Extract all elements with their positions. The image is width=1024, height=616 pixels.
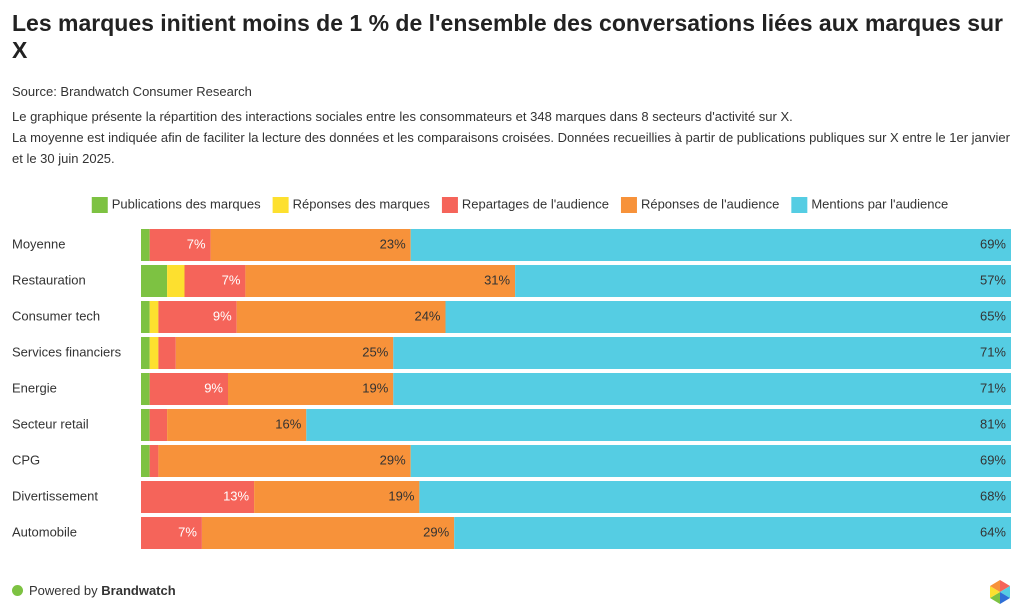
bar-segment [393,337,1011,369]
value-label: 16% [275,416,301,431]
bar-segment [158,337,176,369]
bar-segment [141,409,150,441]
bar-segment [141,481,255,513]
category-label: Moyenne [12,236,65,251]
value-label: 24% [414,308,440,323]
description-line: Le graphique présente la répartition des… [12,109,793,124]
category-label: Consumer tech [12,308,100,323]
category-label: Services financiers [12,344,122,359]
source: Source: Brandwatch Consumer Research [12,84,252,99]
value-label: 64% [980,524,1006,539]
bar-segment [141,445,150,477]
category-label: Secteur retail [12,416,89,431]
value-label: 81% [980,416,1006,431]
bar-segment [210,229,411,261]
bar-segment [149,445,159,477]
footer: Powered by Brandwatch [12,583,176,598]
bar-segment [149,301,159,333]
bar-segment [141,265,168,297]
logo [990,580,1010,604]
category-label: Energie [12,380,57,395]
bar-segment [141,229,150,261]
footer-brand: Brandwatch [101,583,176,598]
bar-segment [410,229,1011,261]
value-label: 19% [388,488,414,503]
value-label: 65% [980,308,1006,323]
bar-segment [167,265,185,297]
value-label: 29% [423,524,449,539]
value-label: 23% [380,236,406,251]
footer-prefix: Powered by [29,583,98,598]
value-label: 7% [178,524,197,539]
bar-segment [158,445,411,477]
value-label: 19% [362,380,388,395]
legend-swatch [91,197,108,213]
legend-swatch [791,197,808,213]
bar-segment [141,301,150,333]
legend-label: Mentions par l'audience [811,196,948,211]
bar-segment [236,301,446,333]
bar-segment [149,229,211,261]
value-label: 9% [213,308,232,323]
value-label: 9% [204,380,223,395]
legend-swatch [272,197,289,213]
bar-segment [454,517,1011,549]
bar-segment [515,265,1011,297]
value-label: 71% [980,380,1006,395]
legend-swatch [620,197,637,213]
bar-segment [149,409,168,441]
bar-segment [141,373,150,405]
description: Le graphique présente la répartition des… [12,106,1016,169]
legend-label: Réponses des marques [293,196,431,211]
bar-segment [410,445,1011,477]
value-label: 7% [222,272,241,287]
footer-dot [12,585,23,596]
bar-segment [184,265,246,297]
value-label: 57% [980,272,1006,287]
chart: Publications des marques Réponses des mar… [12,196,1011,549]
bar-segment [158,301,237,333]
bar-segment [167,409,307,441]
category-label: CPG [12,452,40,467]
value-label: 29% [380,452,406,467]
value-label: 71% [980,344,1006,359]
bar-segment [201,517,455,549]
bar-segment [141,517,202,549]
value-label: 31% [484,272,510,287]
legend-label: Repartages de l'audience [462,196,609,211]
category-label: Automobile [12,524,77,539]
bar-segment [445,301,1011,333]
bar-segment [419,481,1011,513]
bar-segment [149,373,228,405]
bar-segment [306,409,1011,441]
value-label: 69% [980,236,1006,251]
bar-segment [149,337,159,369]
description-line: La moyenne est indiquée afin de facilite… [12,130,1010,166]
value-label: 25% [362,344,388,359]
value-label: 68% [980,488,1006,503]
legend-label: Publications des marques [112,196,261,211]
bar-segment [393,373,1011,405]
value-label: 13% [223,488,249,503]
bar-segment [228,373,394,405]
bar-segment [254,481,420,513]
bar-segment [141,337,150,369]
value-label: 7% [187,236,206,251]
bar-segment [245,265,516,297]
bar-segment [175,337,394,369]
category-label: Restauration [12,272,86,287]
legend-swatch [441,197,458,213]
value-label: 69% [980,452,1006,467]
legend-label: Réponses de l'audience [641,196,779,211]
category-label: Divertissement [12,488,98,503]
chart-title: Les marques initient moins de 1 % de l'e… [12,10,1003,63]
